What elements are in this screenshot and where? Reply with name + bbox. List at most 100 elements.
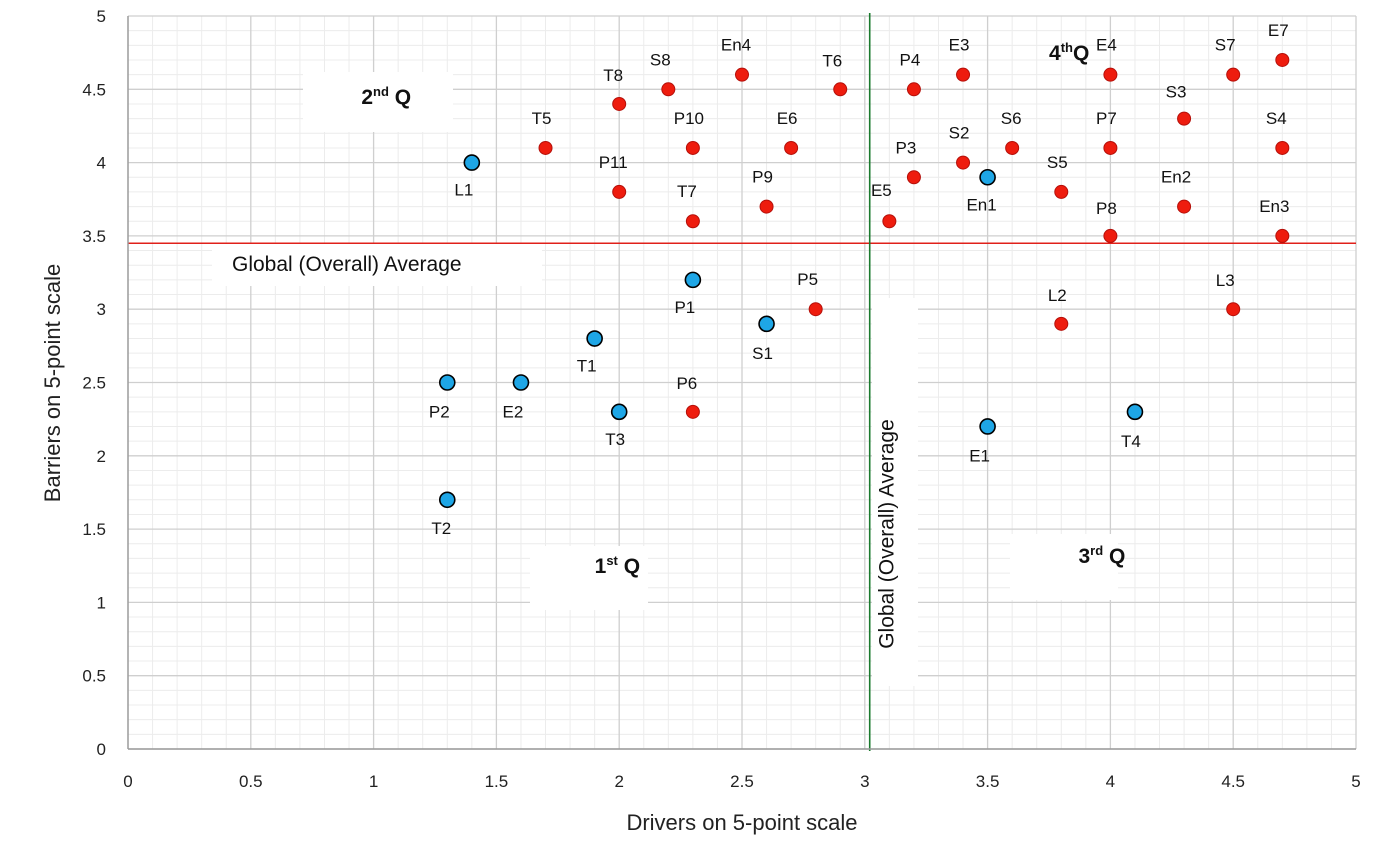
point-label: En3 [1259, 197, 1289, 216]
data-point [1177, 199, 1192, 214]
quadrant-number: 3 [1078, 545, 1090, 568]
point-label: L2 [1048, 286, 1067, 305]
horizontal-average-label: Global (Overall) Average [232, 253, 462, 276]
data-point [1275, 140, 1290, 155]
data-point [1226, 302, 1241, 317]
data-point [1126, 403, 1144, 421]
data-point [1226, 67, 1241, 82]
point-label: P11 [599, 153, 628, 172]
quadrant-superscript: nd [373, 84, 389, 99]
point-label: L1 [454, 181, 473, 200]
point-label: E6 [777, 109, 798, 128]
point-label: T4 [1121, 432, 1141, 451]
quadrant-suffix: Q [618, 555, 640, 578]
data-point [979, 418, 996, 435]
data-point [758, 315, 775, 333]
point-label: T3 [605, 430, 625, 449]
data-point [759, 199, 774, 214]
quadrant-suffix: Q [389, 86, 411, 109]
data-point [1103, 228, 1118, 243]
y-tick-label: 2.5 [82, 374, 106, 393]
y-tick-label: 4 [97, 154, 106, 173]
point-label: En2 [1161, 168, 1191, 187]
point-label: S8 [650, 50, 671, 69]
data-point [685, 404, 700, 419]
x-tick-label: 4 [1106, 772, 1115, 791]
data-points [438, 52, 1290, 509]
y-tick-label: 3 [97, 300, 106, 319]
major-gridlines [127, 15, 1357, 750]
quadrant-label: 4thQ [1049, 40, 1089, 65]
point-label: T1 [577, 357, 597, 376]
point-label: S2 [949, 124, 970, 143]
data-point [1005, 140, 1020, 155]
point-label: T6 [822, 51, 842, 70]
y-tick-label: 0 [97, 740, 106, 759]
data-point [612, 96, 627, 111]
y-tick-label: 3.5 [82, 227, 106, 246]
x-tick-label: 2 [614, 772, 623, 791]
x-tick-label: 0 [123, 772, 132, 791]
data-point [956, 67, 971, 82]
x-tick-label: 2.5 [730, 772, 754, 791]
quadrant-number: 1 [595, 555, 607, 578]
data-point [784, 140, 799, 155]
quadrant-suffix: Q [1103, 545, 1125, 568]
x-tick-label: 1 [369, 772, 378, 791]
quadrant-label: 3rd Q [1078, 543, 1125, 568]
quadrant-label: 2nd Q [361, 84, 411, 109]
point-label: S6 [1001, 109, 1022, 128]
label-background [530, 546, 648, 610]
data-point [833, 82, 848, 97]
data-point [1054, 316, 1069, 331]
point-label: T2 [431, 519, 451, 538]
data-point [1275, 52, 1290, 67]
quadrant-superscript: st [606, 553, 618, 568]
data-point [438, 491, 456, 509]
point-label: E1 [969, 446, 990, 465]
point-label: T7 [677, 182, 697, 201]
data-point [735, 67, 749, 82]
data-point [979, 168, 996, 186]
point-label: En1 [966, 195, 996, 214]
x-tick-label: 0.5 [239, 772, 263, 791]
reference-lines [128, 13, 1356, 751]
x-tick-labels: 0 0.5 1 1.5 2 2.5 3 3.5 4 4.5 5 [123, 772, 1360, 791]
point-label: P6 [676, 374, 697, 393]
x-tick-label: 3.5 [976, 772, 1000, 791]
y-tick-label: 5 [97, 7, 106, 26]
quadrant-superscript: th [1061, 40, 1073, 55]
data-point [685, 140, 700, 155]
data-point [661, 82, 676, 97]
point-label: P4 [900, 50, 921, 69]
data-point [586, 330, 603, 347]
label-backgrounds [212, 72, 1118, 686]
label-background [1010, 534, 1118, 600]
label-background [872, 298, 918, 686]
point-label: P9 [752, 168, 773, 187]
y-tick-label: 1.5 [82, 520, 106, 539]
data-point [882, 214, 897, 229]
x-tick-label: 4.5 [1221, 772, 1245, 791]
point-label: L3 [1216, 271, 1235, 290]
x-tick-label: 5 [1351, 772, 1360, 791]
point-label: P3 [896, 138, 917, 157]
x-axis-title: Drivers on 5-point scale [626, 810, 857, 835]
quadrant-number: 4 [1049, 42, 1061, 65]
point-label: E7 [1268, 21, 1289, 40]
data-point [906, 82, 921, 97]
x-tick-label: 3 [860, 772, 869, 791]
data-point [1103, 67, 1118, 82]
label-background [303, 72, 453, 132]
y-tick-label: 0.5 [82, 667, 106, 686]
data-point [512, 374, 530, 391]
point-label: E4 [1096, 36, 1117, 55]
data-point [612, 184, 627, 199]
y-tick-label: 4.5 [82, 80, 106, 99]
vertical-average-label: Global (Overall) Average [876, 419, 899, 649]
point-label: T5 [532, 109, 552, 128]
point-label: P2 [429, 403, 450, 422]
